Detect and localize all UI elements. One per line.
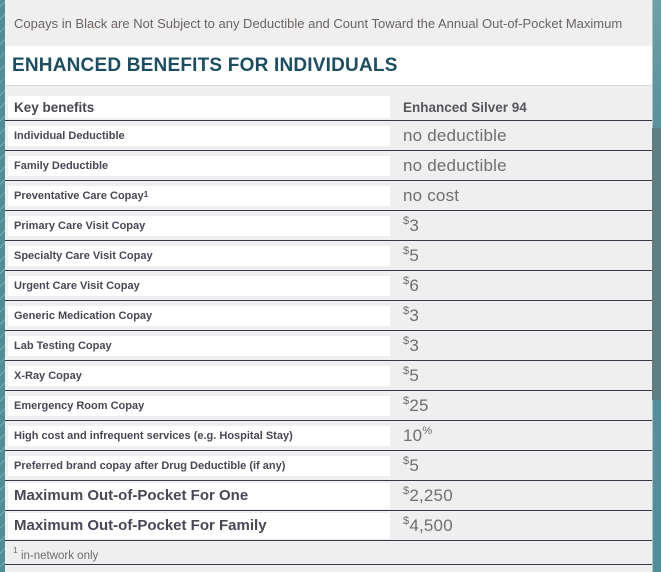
benefit-value: $5 — [403, 454, 419, 476]
currency-sign: $ — [403, 334, 410, 347]
benefit-label-box: Primary Care Visit Copay — [8, 215, 390, 236]
footnote: 1 in-network only — [5, 540, 652, 565]
benefit-label: Urgent Care Visit Copay — [14, 279, 140, 292]
table-row: Generic Medication Copay $3 — [5, 300, 652, 330]
benefit-value: no cost — [403, 186, 459, 206]
currency-sign: $ — [403, 274, 410, 287]
benefit-value-text: 10 — [403, 425, 423, 445]
benefit-value: $4,500 — [403, 514, 453, 536]
benefit-value: no deductible — [403, 156, 507, 176]
table-row: Specialty Care Visit Copay $5 — [5, 240, 652, 270]
scrollbar-thumb[interactable] — [652, 128, 661, 400]
benefit-value-text: 4,500 — [409, 515, 453, 535]
benefit-value-text: 6 — [409, 275, 419, 295]
footnote-marker: 1 — [13, 545, 18, 555]
currency-sign: $ — [403, 214, 410, 227]
currency-sign: $ — [403, 454, 410, 467]
table-row: High cost and infrequent services (e.g. … — [5, 420, 652, 450]
benefit-label: High cost and infrequent services (e.g. … — [14, 429, 293, 442]
benefit-label-box: Generic Medication Copay — [8, 305, 390, 326]
benefit-value: $3 — [403, 304, 419, 326]
benefits-page: Copays in Black are Not Subject to any D… — [5, 0, 652, 572]
benefit-value-text: no deductible — [403, 155, 507, 175]
currency-sign: $ — [403, 364, 410, 377]
benefit-label: Generic Medication Copay — [14, 309, 153, 322]
benefit-value: $3 — [403, 214, 419, 236]
table-row: Maximum Out-of-Pocket For One $2,250 — [5, 480, 652, 510]
benefit-label-box: X-Ray Copay — [8, 365, 390, 386]
benefit-value: $5 — [403, 244, 419, 266]
benefit-label-box: Maximum Out-of-Pocket For Family — [8, 512, 390, 539]
benefit-label-box: Preferred brand copay after Drug Deducti… — [8, 455, 390, 476]
benefit-value-text: no deductible — [403, 125, 507, 145]
benefit-label-box: Specialty Care Visit Copay — [8, 245, 390, 266]
plan-column-header: Enhanced Silver 94 — [403, 99, 527, 115]
benefit-label-box: Preventative Care Copay 1 — [8, 185, 390, 206]
benefit-label: Maximum Out-of-Pocket For Family — [14, 517, 267, 534]
table-row: X-Ray Copay $5 — [5, 360, 652, 390]
benefit-label: Specialty Care Visit Copay — [14, 249, 153, 262]
benefit-value-text: 3 — [409, 305, 419, 325]
benefit-label: Preferred brand copay after Drug Deducti… — [14, 459, 286, 472]
benefit-value: $25 — [403, 394, 429, 416]
benefit-value: $5 — [403, 364, 419, 386]
benefit-value-text: 2,250 — [409, 485, 453, 505]
table-row: Urgent Care Visit Copay $6 — [5, 270, 652, 300]
table-row: Maximum Out-of-Pocket For Family $4,500 — [5, 510, 652, 540]
benefit-label: Lab Testing Copay — [14, 339, 112, 352]
table-row: Lab Testing Copay $3 — [5, 330, 652, 360]
benefit-label-box: High cost and infrequent services (e.g. … — [8, 425, 390, 446]
benefit-label: Family Deductible — [14, 159, 109, 172]
benefit-value: $3 — [403, 334, 419, 356]
key-benefits-column-header: Key benefits — [14, 99, 95, 115]
footnote-text: in-network only — [20, 549, 99, 562]
currency-sign: $ — [403, 304, 410, 317]
benefit-label: Primary Care Visit Copay — [14, 219, 146, 232]
benefit-value: 10% — [403, 424, 433, 446]
copay-disclaimer-note: Copays in Black are Not Subject to any D… — [14, 16, 623, 31]
percent-sign: % — [422, 424, 433, 437]
benefit-value: $2,250 — [403, 484, 453, 506]
benefit-value-text: 5 — [409, 455, 419, 475]
benefit-value-text: 25 — [409, 395, 429, 415]
table-row: Individual Deductible no deductible — [5, 120, 652, 150]
page-title: ENHANCED BENEFITS FOR INDIVIDUALS — [12, 55, 398, 76]
table-row: Preferred brand copay after Drug Deducti… — [5, 450, 652, 480]
benefit-label: Individual Deductible — [14, 129, 125, 142]
table-row: Preventative Care Copay 1 no cost — [5, 180, 652, 210]
benefit-label-box: Family Deductible — [8, 155, 390, 176]
benefit-label: Preventative Care Copay — [14, 189, 144, 202]
benefits-table: Key benefits Enhanced Silver 94 Individu… — [5, 94, 652, 565]
benefit-value-text: no cost — [403, 185, 460, 205]
footnote-marker: 1 — [143, 188, 149, 199]
benefits-rows: Individual Deductible no deductible Family… — [5, 120, 652, 540]
benefit-label-box: Individual Deductible — [8, 125, 390, 146]
title-banner: ENHANCED BENEFITS FOR INDIVIDUALS — [5, 46, 652, 86]
currency-sign: $ — [403, 484, 410, 497]
benefit-label-box: Emergency Room Copay — [8, 395, 390, 416]
benefit-label-box: Lab Testing Copay — [8, 335, 390, 356]
page-edge-background-left — [0, 0, 5, 572]
benefit-value-text: 5 — [409, 245, 419, 265]
table-row: Primary Care Visit Copay $3 — [5, 210, 652, 240]
benefit-label-box: Maximum Out-of-Pocket For One — [8, 482, 390, 509]
table-row: Emergency Room Copay $25 — [5, 390, 652, 420]
benefit-value-text: 5 — [409, 365, 419, 385]
benefit-value: $6 — [403, 274, 419, 296]
currency-sign: $ — [403, 394, 410, 407]
currency-sign: $ — [403, 514, 410, 527]
table-header-row: Key benefits Enhanced Silver 94 — [5, 94, 652, 120]
benefit-value: no deductible — [403, 126, 507, 146]
benefit-label: Maximum Out-of-Pocket For One — [14, 487, 249, 504]
benefit-label: X-Ray Copay — [14, 369, 82, 382]
benefit-value-text: 3 — [409, 335, 419, 355]
benefit-label-box: Urgent Care Visit Copay — [8, 275, 390, 296]
benefit-label: Emergency Room Copay — [14, 399, 145, 412]
key-benefits-header-box: Key benefits — [8, 96, 390, 118]
benefit-value-text: 3 — [409, 215, 419, 235]
currency-sign: $ — [403, 244, 410, 257]
table-row: Family Deductible no deductible — [5, 150, 652, 180]
